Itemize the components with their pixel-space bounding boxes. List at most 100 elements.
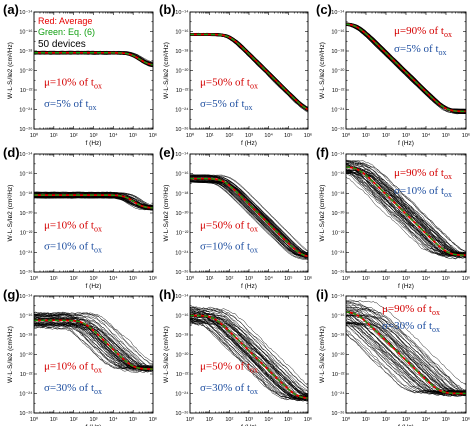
- y-tick-label: 10⁻²⁰: [175, 352, 189, 359]
- x-tick-label: 10⁰: [30, 275, 39, 282]
- y-tick-label: 10⁻²⁶: [19, 410, 32, 417]
- y-tick-label: 10⁻²²: [176, 372, 189, 378]
- sigma-label: σ=5% of tox: [44, 98, 97, 112]
- x-tick-label: 10³: [245, 276, 253, 282]
- y-tick-label: 10⁻²⁰: [19, 68, 33, 75]
- x-tick-label: 10⁵: [442, 132, 450, 139]
- panel-label: (i): [316, 287, 328, 302]
- plot-frame: [33, 295, 154, 414]
- x-tick-label: 10³: [90, 276, 98, 282]
- mu-label: μ=10% of tox: [44, 361, 102, 375]
- device-curve: [190, 320, 308, 398]
- x-tick-label: 10²: [70, 417, 78, 423]
- plot-frame: [345, 11, 467, 130]
- device-curve: [190, 314, 308, 398]
- panel-e: (e) 10⁰ 10¹ 10² 10³ 10⁴ 10⁵ 10⁶ 10⁻²⁶ 10⁻²⁴ 10⁻²² 1…: [159, 145, 312, 290]
- sigma-label: σ=10% of tox: [200, 241, 258, 255]
- device-curve: [346, 304, 466, 393]
- x-axis-label: f (Hz): [86, 283, 102, 290]
- x-tick-label: 10⁰: [342, 416, 351, 423]
- x-tick-label: 10¹: [206, 276, 214, 282]
- panel-i: (i) 10⁰ 10¹ 10² 10³ 10⁴ 10⁵ 10⁶ 10⁻²⁶ 10⁻²⁴ 10⁻²² 1…: [316, 287, 470, 426]
- x-tick-label: 10¹: [206, 133, 214, 139]
- x-tick-label: 10³: [90, 417, 98, 423]
- device-curve: [190, 181, 308, 257]
- device-curve: [34, 197, 153, 208]
- y-tick-label: 10⁻¹⁸: [19, 332, 32, 339]
- y-tick-label: 10⁻²²: [20, 88, 33, 94]
- model-curve: [190, 33, 308, 111]
- y-tick-label: 10⁻²⁶: [19, 126, 32, 133]
- legend-model: Green: Eq. (6): [38, 27, 95, 37]
- device-curve: [34, 312, 153, 368]
- y-tick-label: 10⁻¹⁶: [19, 29, 32, 36]
- device-curve: [190, 175, 308, 256]
- x-tick-label: 10⁴: [109, 132, 118, 139]
- y-tick-label: 10⁻¹⁸: [331, 190, 344, 197]
- y-tick-label: 10⁻¹⁴: [331, 293, 345, 300]
- device-curve: [346, 162, 466, 252]
- panel-f: (f) 10⁰ 10¹ 10² 10³ 10⁴ 10⁵ 10⁶ 10⁻²⁶ 10⁻²⁴ 10⁻²² 1…: [316, 145, 470, 290]
- x-axis-label: f (Hz): [398, 283, 414, 290]
- panel-label: (c): [316, 2, 332, 17]
- y-axis-label: W·L·Sᵢ/Iᴆ2 (cm²/Hz): [319, 326, 326, 383]
- x-tick-label: 10⁰: [186, 416, 195, 423]
- y-tick-label: 10⁻¹⁸: [19, 190, 32, 197]
- x-tick-label: 10⁰: [186, 275, 195, 282]
- x-tick-label: 10²: [225, 417, 233, 423]
- device-curve: [190, 317, 308, 402]
- device-curve: [190, 313, 308, 397]
- y-tick-label: 10⁻²⁰: [331, 68, 345, 75]
- y-tick-label: 10⁻²⁶: [19, 269, 32, 276]
- device-curve: [346, 311, 466, 392]
- device-curve: [190, 175, 308, 257]
- device-curve: [34, 317, 153, 372]
- y-tick-label: 10⁻¹⁴: [175, 9, 189, 16]
- y-tick-label: 10⁻¹⁴: [331, 151, 345, 158]
- y-axis-label: W·L·Sᵢ/Iᴆ2 (cm²/Hz): [163, 42, 170, 99]
- x-tick-label: 10⁰: [30, 416, 39, 423]
- y-tick-label: 10⁻²⁶: [331, 126, 344, 133]
- x-tick-label: 10²: [382, 417, 390, 423]
- device-curve: [34, 313, 153, 372]
- plot-frame: [345, 153, 467, 273]
- y-tick-label: 10⁻¹⁸: [331, 332, 344, 339]
- device-curve: [346, 23, 466, 111]
- x-tick-label: 10⁴: [422, 275, 431, 282]
- x-tick-label: 10⁶: [462, 132, 470, 139]
- y-tick-label: 10⁻¹⁴: [19, 9, 33, 16]
- x-tick-label: 10⁶: [149, 275, 157, 282]
- y-tick-label: 10⁻²⁴: [175, 391, 189, 398]
- y-tick-label: 10⁻²⁴: [19, 107, 33, 114]
- legend-device-count: 50 devices: [38, 39, 86, 50]
- panel-label: (h): [159, 287, 176, 302]
- device-curve: [190, 320, 308, 398]
- device-curve: [190, 306, 308, 392]
- x-axis-label: f (Hz): [86, 424, 102, 426]
- mu-label: μ=90% of tox: [394, 167, 452, 181]
- y-tick-label: 10⁻²²: [176, 231, 189, 237]
- y-tick-label: 10⁻²⁶: [175, 269, 188, 276]
- y-tick-label: 10⁻²⁰: [331, 352, 345, 359]
- y-tick-label: 10⁻¹⁴: [175, 293, 189, 300]
- y-tick-label: 10⁻¹⁶: [331, 171, 344, 178]
- y-tick-label: 10⁻²⁴: [175, 249, 189, 256]
- model-curve: [346, 311, 466, 395]
- sigma-label: σ=10% of tox: [394, 185, 452, 199]
- sigma-label: σ=5% of tox: [200, 98, 253, 112]
- x-axis-label: f (Hz): [86, 140, 102, 147]
- x-tick-label: 10³: [90, 133, 98, 139]
- curves: [190, 174, 308, 260]
- plot-frame: [33, 11, 154, 130]
- curves: [34, 50, 153, 68]
- x-tick-label: 10³: [402, 417, 410, 423]
- x-tick-label: 10³: [245, 133, 253, 139]
- sigma-label: σ=30% of tox: [200, 382, 258, 396]
- x-axis-label: f (Hz): [398, 424, 414, 426]
- x-tick-label: 10⁰: [342, 132, 351, 139]
- x-tick-label: 10⁴: [264, 275, 273, 282]
- panel-label: (b): [159, 2, 176, 17]
- x-tick-label: 10³: [245, 417, 253, 423]
- device-curve: [346, 301, 466, 396]
- y-tick-label: 10⁻¹⁶: [175, 313, 188, 320]
